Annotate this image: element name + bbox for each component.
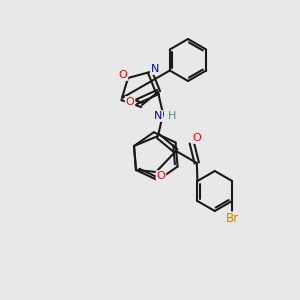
Text: O: O <box>126 97 134 107</box>
Text: H: H <box>168 111 176 121</box>
Text: N: N <box>151 64 159 74</box>
Text: Br: Br <box>226 212 239 226</box>
Text: N: N <box>154 111 162 121</box>
Text: O: O <box>118 70 127 80</box>
Text: O: O <box>157 171 165 181</box>
Text: O: O <box>192 133 201 143</box>
